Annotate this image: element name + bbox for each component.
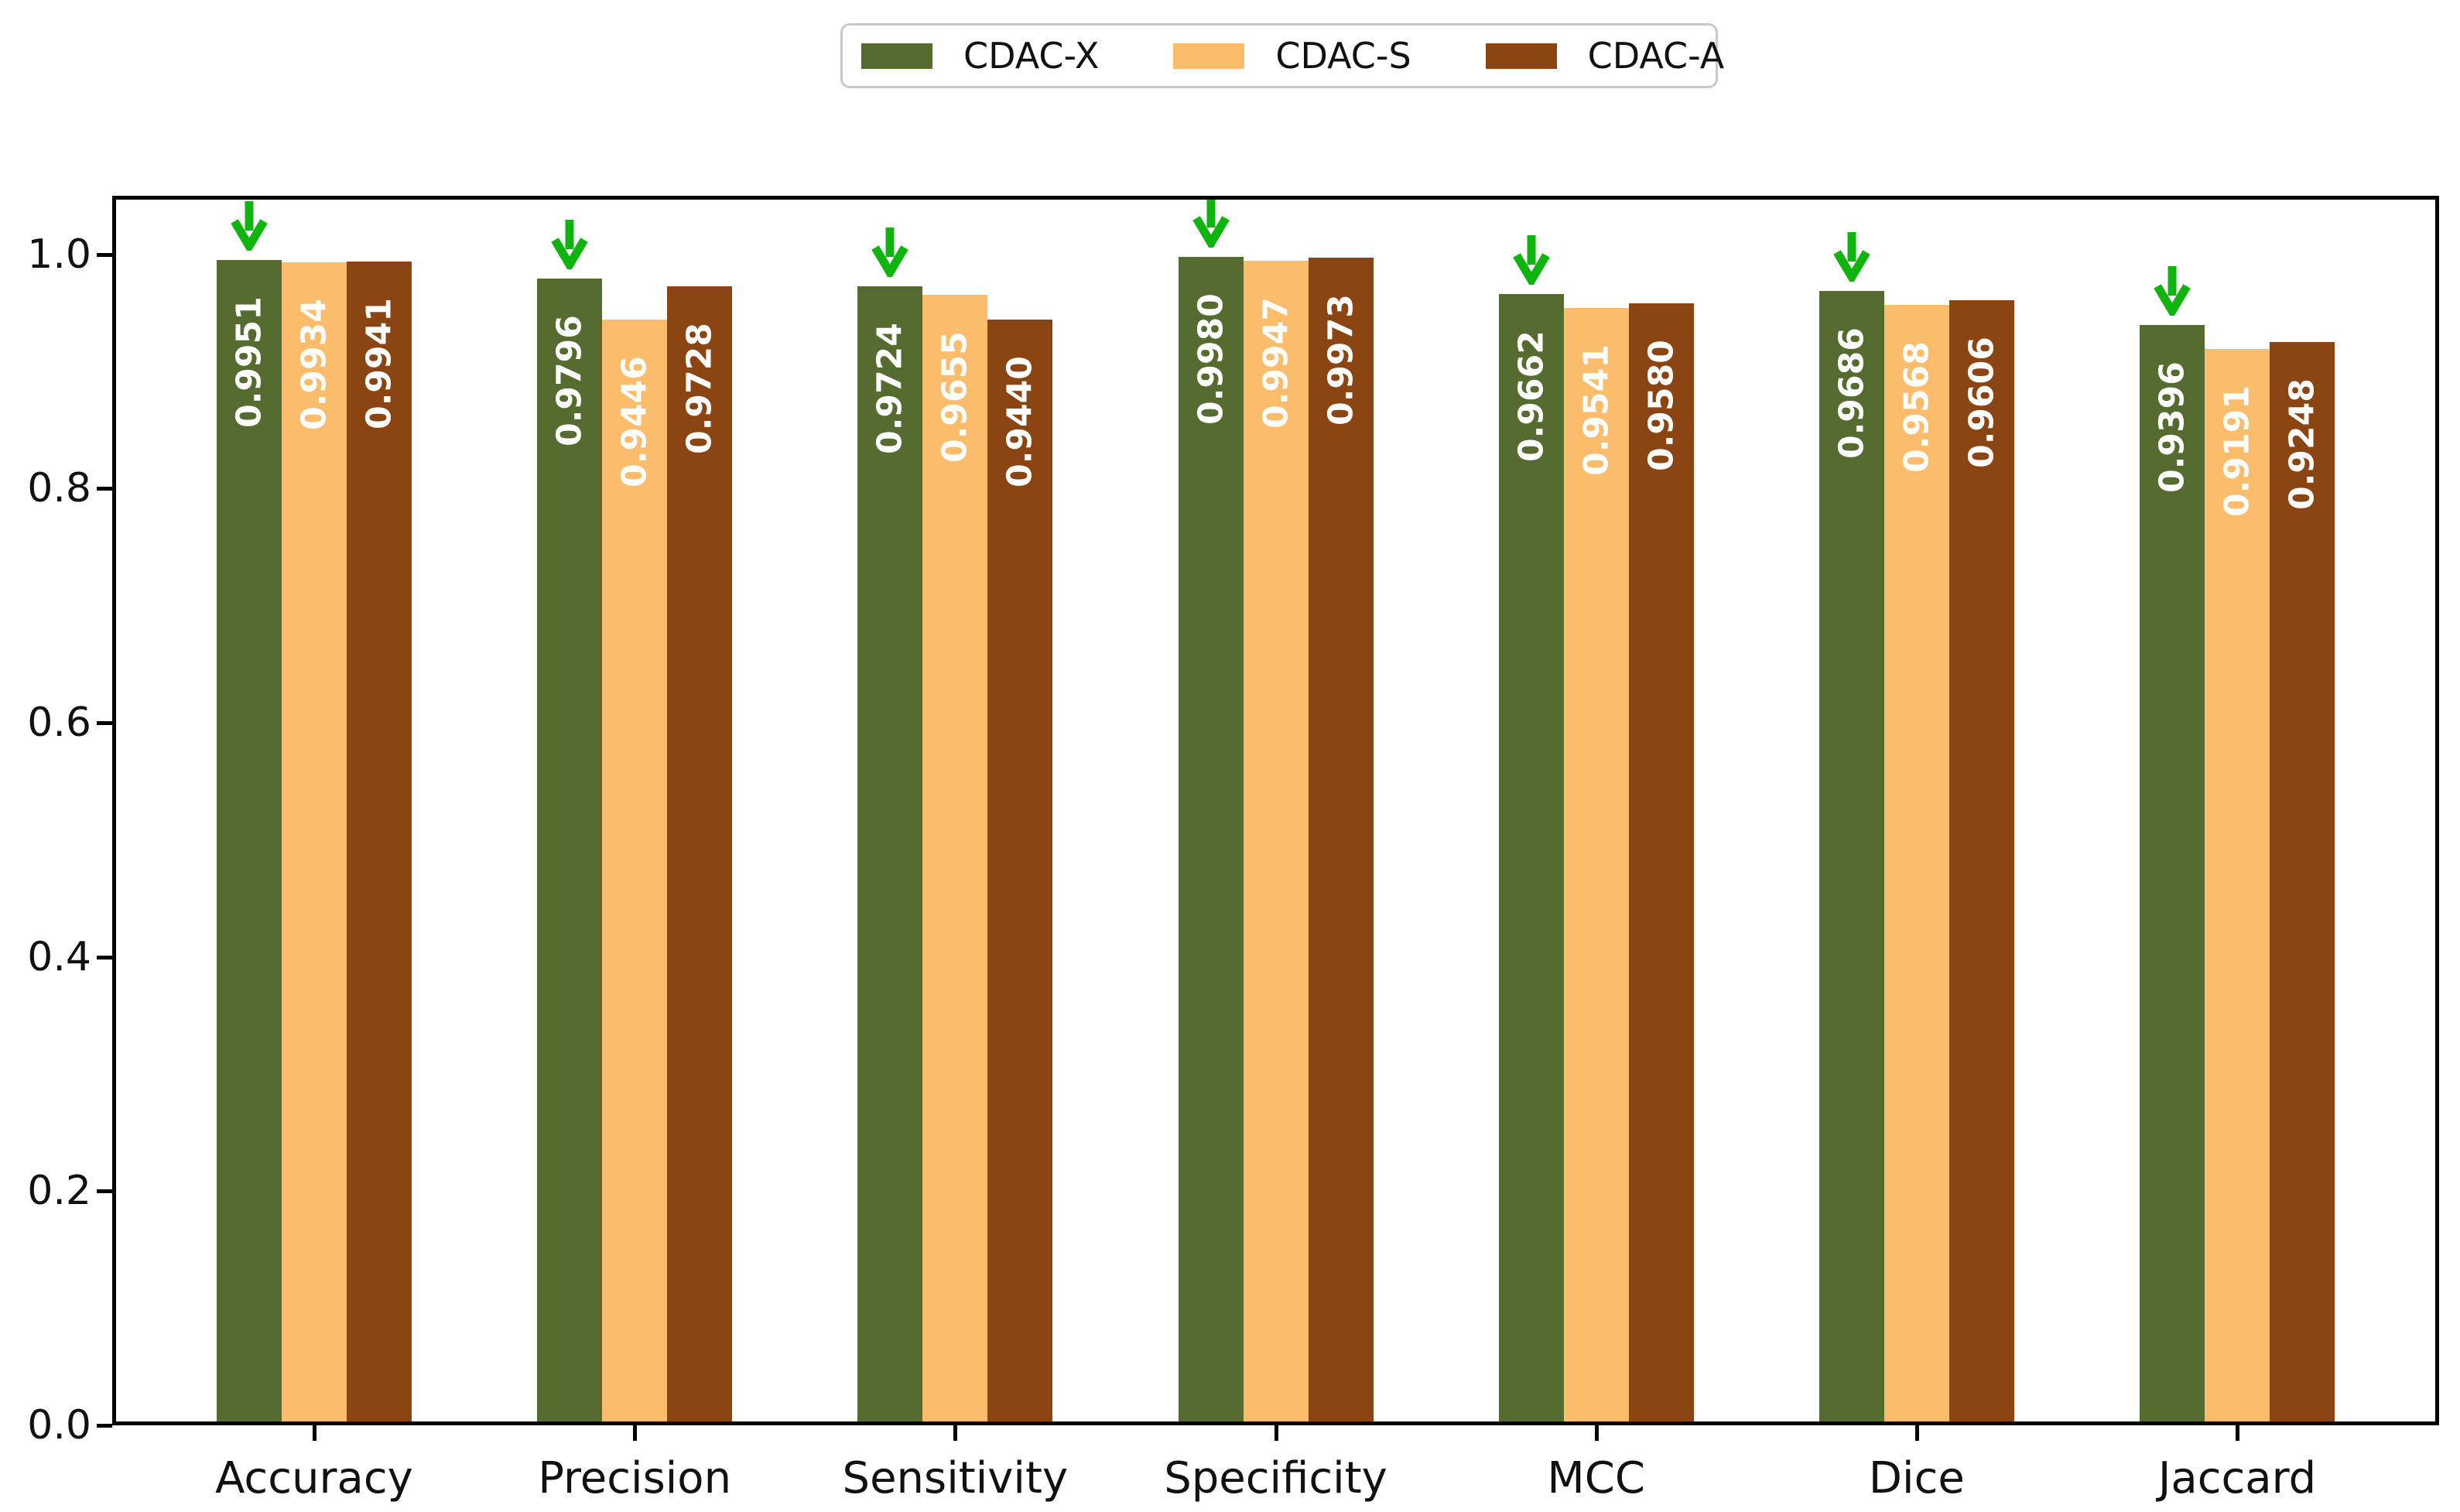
- bar-cdac-s-sensitivity: [922, 294, 988, 1425]
- down-arrow-icon: [551, 219, 588, 269]
- legend-entry-cdac-x: CDAC-X: [861, 35, 1099, 77]
- bar-value-label: 0.9446: [614, 355, 655, 487]
- legend: CDAC-X CDAC-S CDAC-A: [840, 23, 1724, 88]
- bar-value-label: 0.9541: [1576, 344, 1617, 477]
- bar-value-label: 0.9248: [2282, 378, 2322, 511]
- y-tick-mark: [97, 721, 112, 725]
- bar-value-label: 0.9396: [2152, 361, 2192, 493]
- bar-value-label: 0.9934: [294, 298, 334, 430]
- bar-cdac-x-sensitivity: [857, 286, 923, 1425]
- bar-value-label: 0.9662: [1511, 330, 1552, 462]
- bar-cdac-a-sensitivity: [987, 320, 1053, 1425]
- bar-cdac-a-specificity: [1308, 257, 1374, 1425]
- x-tick-mark: [1914, 1425, 1919, 1441]
- legend-entry-cdac-s: CDAC-S: [1173, 35, 1411, 77]
- x-tick-mark: [1274, 1425, 1278, 1441]
- down-arrow-icon: [231, 201, 268, 251]
- down-arrow-icon: [871, 227, 909, 278]
- plot-area: 0.9951 0.9934 0.9941 0.9796 0.9446 0.9728 0.97…: [112, 196, 2439, 1425]
- bar-cdac-x-mcc: [1498, 293, 1564, 1425]
- y-tick-mark: [97, 1424, 112, 1428]
- x-tick-label-dice: Dice: [1868, 1453, 1965, 1503]
- bar-cdac-s-specificity: [1243, 260, 1309, 1425]
- bar-value-label: 0.9655: [935, 330, 975, 463]
- bar-cdac-s-mcc: [1563, 308, 1629, 1425]
- bar-cdac-x-precision: [537, 278, 603, 1425]
- x-tick-label-precision: Precision: [538, 1453, 732, 1503]
- x-tick-mark: [633, 1425, 638, 1441]
- y-tick-label-0.6: 0.6: [27, 700, 91, 746]
- bar-value-label: 0.9606: [1962, 337, 2002, 469]
- bar-value-label: 0.9728: [679, 322, 720, 454]
- legend-swatch-cdac-s: [1173, 43, 1245, 69]
- bar-cdac-a-mcc: [1628, 303, 1694, 1425]
- y-tick-label-0.0: 0.0: [27, 1402, 91, 1449]
- x-tick-label-sensitivity: Sensitivity: [842, 1453, 1069, 1503]
- y-tick-label-0.2: 0.2: [27, 1168, 91, 1215]
- bar-value-label: 0.9686: [1832, 327, 1872, 460]
- x-tick-mark: [312, 1425, 316, 1441]
- y-tick-mark: [97, 955, 112, 960]
- bar-value-label: 0.9724: [870, 323, 910, 455]
- bar-value-label: 0.9191: [2217, 385, 2257, 517]
- bar-cdac-a-dice: [1948, 300, 2014, 1425]
- legend-label: CDAC-X: [963, 35, 1100, 77]
- bar-cdac-s-precision: [602, 319, 668, 1425]
- x-tick-label-jaccard: Jaccard: [2157, 1453, 2317, 1503]
- x-tick-label-specificity: Specificity: [1164, 1453, 1387, 1503]
- legend-entry-cdac-a: CDAC-A: [1485, 35, 1725, 77]
- bar-value-label: 0.9973: [1321, 293, 1360, 426]
- bar-value-label: 0.9568: [1897, 341, 1937, 473]
- bar-cdac-s-dice: [1883, 305, 1949, 1425]
- bar-cdac-x-specificity: [1178, 256, 1244, 1425]
- legend-swatch-cdac-x: [861, 43, 932, 69]
- y-tick-label-0.8: 0.8: [27, 465, 91, 512]
- x-tick-label-mcc: MCC: [1547, 1453, 1645, 1503]
- x-tick-mark: [1594, 1425, 1599, 1441]
- bar-value-label: 0.9796: [549, 314, 590, 446]
- legend-label: CDAC-S: [1275, 35, 1411, 77]
- x-tick-label-accuracy: Accuracy: [215, 1453, 413, 1503]
- bar-cdac-a-precision: [667, 286, 733, 1425]
- bar-cdac-s-jaccard: [2205, 349, 2270, 1425]
- y-tick-mark: [97, 252, 112, 257]
- down-arrow-icon: [1512, 234, 1550, 285]
- legend-label: CDAC-A: [1587, 35, 1725, 77]
- y-tick-label-0.4: 0.4: [27, 933, 91, 980]
- bar-value-label: 0.9947: [1256, 296, 1295, 429]
- y-tick-label-1.0: 1.0: [27, 231, 91, 278]
- bar-value-label: 0.9980: [1191, 292, 1230, 425]
- bar-value-label: 0.9951: [229, 296, 269, 428]
- bar-cdac-x-jaccard: [2140, 325, 2205, 1425]
- down-arrow-icon: [1192, 197, 1230, 248]
- bar-value-label: 0.9440: [1000, 356, 1040, 488]
- bar-value-label: 0.9580: [1641, 340, 1682, 472]
- legend-swatch-cdac-a: [1485, 43, 1557, 69]
- bar-cdac-a-accuracy: [346, 261, 412, 1425]
- down-arrow-icon: [2154, 266, 2191, 316]
- bar-cdac-x-dice: [1818, 291, 1884, 1425]
- x-tick-mark: [953, 1425, 958, 1441]
- bar-cdac-x-accuracy: [216, 260, 282, 1425]
- y-tick-mark: [97, 1189, 112, 1194]
- down-arrow-icon: [1833, 232, 1870, 282]
- bar-cdac-s-accuracy: [281, 262, 347, 1425]
- x-tick-mark: [2236, 1425, 2240, 1441]
- bar-value-label: 0.9941: [359, 297, 399, 429]
- y-tick-mark: [97, 487, 112, 491]
- bar-cdac-a-jaccard: [2270, 342, 2335, 1425]
